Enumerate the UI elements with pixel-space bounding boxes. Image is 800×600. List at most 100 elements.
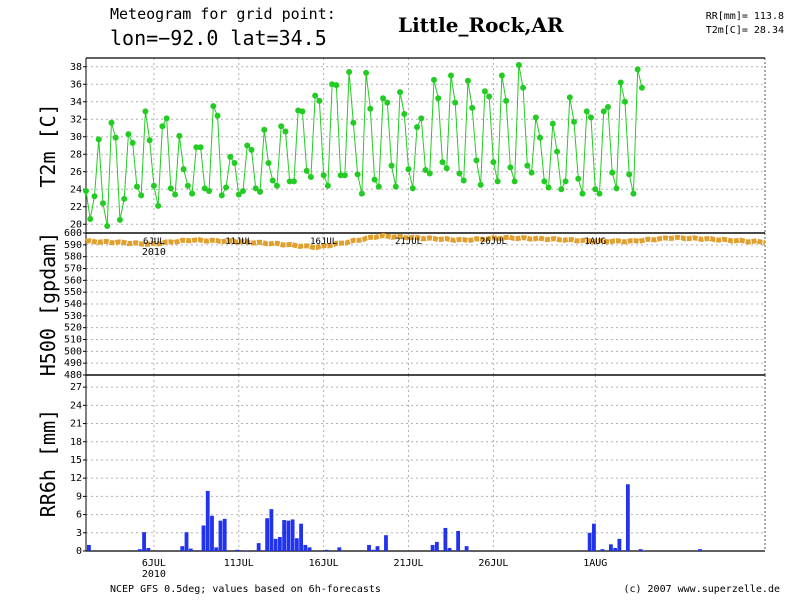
temperature-point xyxy=(184,182,191,189)
precip-bar xyxy=(337,547,342,551)
temperature-point xyxy=(375,183,382,190)
y-tick-label: 30 xyxy=(70,132,82,143)
temperature-point xyxy=(286,178,293,185)
temperature-point xyxy=(341,172,348,179)
temperature-point xyxy=(87,216,94,222)
y-tick-label: 15 xyxy=(70,455,82,466)
temperature-point xyxy=(172,191,179,198)
temperature-point xyxy=(562,178,569,185)
precip-bar xyxy=(184,532,189,551)
temperature-point xyxy=(477,181,484,188)
x-tick-label: 21JUL xyxy=(395,237,422,247)
temperature-point xyxy=(104,223,111,229)
temperature-point xyxy=(129,139,136,146)
temperature-point xyxy=(307,174,314,180)
temperature-point xyxy=(121,195,128,202)
temperature-point xyxy=(494,178,501,185)
temperature-point xyxy=(384,99,391,106)
precip-bar xyxy=(282,520,287,551)
temperature-point xyxy=(456,170,463,177)
temperature-point xyxy=(248,146,255,153)
temperature-point xyxy=(490,159,497,166)
temperature-line xyxy=(85,64,643,227)
x-tick-label: 26JUL xyxy=(480,237,507,247)
temperature-point xyxy=(99,200,106,207)
temperature-point xyxy=(299,108,306,115)
precip-bar xyxy=(434,541,439,551)
precip-bar xyxy=(269,509,274,551)
y-tick-label: 21 xyxy=(70,419,82,430)
temperature-point xyxy=(346,69,353,75)
temperature-point xyxy=(265,160,272,166)
y-tick-label: 3 xyxy=(76,528,82,539)
precip-bar xyxy=(464,546,469,551)
temperature-point xyxy=(549,120,556,127)
y-tick-label: 20 xyxy=(70,219,82,230)
temperature-point xyxy=(354,171,361,178)
temperature-point xyxy=(409,185,416,192)
panel-0-axes xyxy=(83,57,766,234)
precip-bar xyxy=(698,549,702,551)
precip-bar xyxy=(235,549,240,551)
temperature-point xyxy=(571,118,578,125)
temperature-point xyxy=(214,112,221,119)
temperature-point xyxy=(439,159,446,166)
y-tick-label: 600 xyxy=(64,228,82,239)
temperature-point xyxy=(583,108,590,115)
y-tick-label: 580 xyxy=(64,252,82,263)
precip-bar xyxy=(443,527,448,551)
precip-total-readout: RR[mm]= 113.8 xyxy=(705,11,784,22)
temperature-point xyxy=(240,188,247,194)
y-tick-label: 550 xyxy=(64,287,82,298)
temperature-point xyxy=(350,119,357,126)
geopotential-line xyxy=(85,232,766,251)
y-tick-label: 0 xyxy=(76,546,82,557)
x-tick-label: 11JUL xyxy=(224,558,254,569)
precip-bar xyxy=(324,549,329,551)
y-tick-label: 9 xyxy=(76,491,82,502)
temperature-point xyxy=(218,192,225,199)
precip-bar xyxy=(256,543,261,551)
temperature-point xyxy=(380,95,387,102)
temperature-point xyxy=(558,186,565,193)
temperature-point xyxy=(422,167,429,173)
y-tick-label: 500 xyxy=(64,346,82,357)
y-tick-label: 560 xyxy=(64,275,82,286)
y-tick-label: 520 xyxy=(64,323,82,334)
temperature-point xyxy=(142,108,149,115)
temperature-point xyxy=(566,94,573,101)
temperature-point xyxy=(626,171,633,178)
precip-bar xyxy=(587,532,592,551)
grid-point-coordinates: lon=−92.0 lat=34.5 xyxy=(110,26,327,50)
x-year-label: 2010 xyxy=(142,247,166,258)
temperature-point xyxy=(193,144,200,151)
y-tick-label: 530 xyxy=(64,311,82,322)
copyright-note: (c) 2007 www.superzelle.de xyxy=(623,584,780,595)
temperature-point xyxy=(363,69,370,76)
meteogram-title: Meteogram for grid point: xyxy=(110,5,336,23)
y-tick-label: 32 xyxy=(70,114,82,125)
temperature-point xyxy=(244,142,251,149)
temperature-point xyxy=(167,185,174,192)
temperature-point xyxy=(520,84,527,91)
temperature-point xyxy=(486,93,493,100)
temperature-point xyxy=(473,157,480,164)
temperature-point xyxy=(541,178,548,185)
temperature-point xyxy=(282,128,289,135)
precip-bar xyxy=(307,547,312,551)
temperature-point xyxy=(503,97,510,104)
temperature-point xyxy=(464,77,471,84)
temperature-point xyxy=(256,188,263,195)
precip-bar xyxy=(201,525,206,551)
x-year-label: 2010 xyxy=(142,569,166,580)
temperature-point xyxy=(392,183,399,190)
precip-bar xyxy=(299,523,304,551)
y-tick-label: 18 xyxy=(70,437,82,448)
temperature-point xyxy=(524,162,531,169)
precip-bar xyxy=(273,538,278,551)
temperature-point xyxy=(579,190,586,197)
x-tick-label: 21JUL xyxy=(393,558,423,569)
temperature-point xyxy=(138,192,145,199)
precip-bar xyxy=(222,518,227,551)
precip-bar xyxy=(286,520,291,551)
